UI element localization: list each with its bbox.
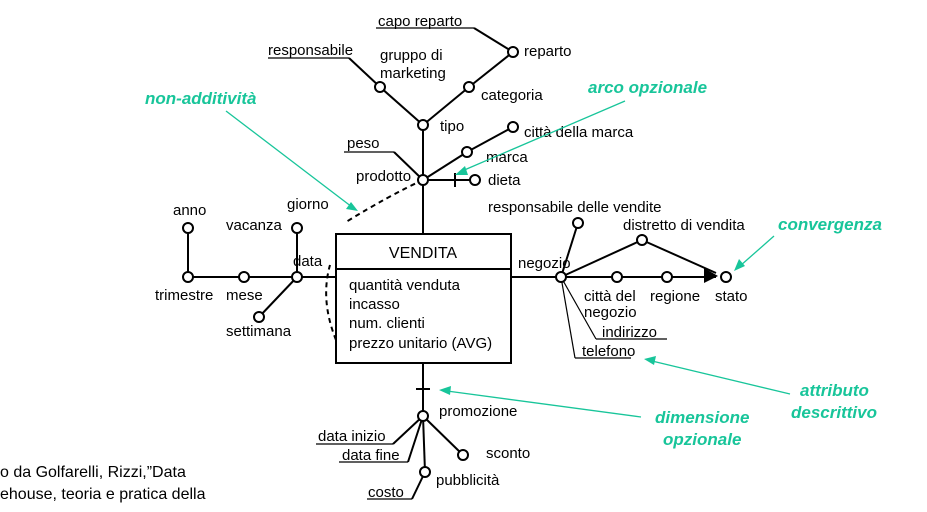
label-trimestre: trimestre bbox=[155, 287, 213, 304]
node-prodotto bbox=[417, 174, 429, 186]
label-telefono: telefono bbox=[582, 343, 635, 360]
node-tipo bbox=[417, 119, 429, 131]
node-citta-marca bbox=[507, 121, 519, 133]
label-marca: marca bbox=[486, 149, 528, 166]
node-promozione bbox=[417, 410, 429, 422]
label-dieta: dieta bbox=[488, 172, 521, 189]
label-capo-reparto: capo reparto bbox=[378, 13, 462, 30]
label-mese: mese bbox=[226, 287, 263, 304]
node-regione bbox=[661, 271, 673, 283]
label-gruppo-1: gruppo di bbox=[380, 47, 443, 64]
label-anno: anno bbox=[173, 202, 206, 219]
label-indirizzo: indirizzo bbox=[602, 324, 657, 341]
annotations: non-additività arco opzionale convergenz… bbox=[145, 78, 882, 449]
label-responsabile: responsabile bbox=[268, 42, 353, 59]
node-sconto bbox=[457, 449, 469, 461]
label-responsabile-vendite: responsabile delle vendite bbox=[488, 199, 661, 216]
node-mese bbox=[238, 271, 250, 283]
label-negozio: negozio bbox=[518, 255, 571, 272]
label-costo: costo bbox=[368, 484, 404, 501]
annotation-arco-opzionale: arco opzionale bbox=[588, 78, 707, 97]
label-citta-del: città del bbox=[584, 288, 636, 305]
node-negozio bbox=[555, 271, 567, 283]
node-distretto-vendita bbox=[636, 234, 648, 246]
fact-box-vendita: VENDITA quantità venduta incasso num. cl… bbox=[335, 233, 512, 364]
annotation-convergenza: convergenza bbox=[778, 215, 882, 234]
node-citta bbox=[611, 271, 623, 283]
annotation-non-additivita: non-additività bbox=[145, 89, 256, 108]
node-vacanza bbox=[291, 222, 303, 234]
label-settimana: settimana bbox=[226, 323, 292, 340]
label-peso: peso bbox=[347, 135, 380, 152]
label-distretto-vendita: distretto di vendita bbox=[623, 217, 745, 234]
label-stato: stato bbox=[715, 288, 748, 305]
annotation-attributo-2: descrittivo bbox=[791, 403, 877, 422]
node-pubblicita bbox=[419, 466, 431, 478]
node-dieta bbox=[469, 174, 481, 186]
label-pubblicita: pubblicità bbox=[436, 472, 500, 489]
annotation-dimensione-1: dimensione bbox=[655, 408, 749, 427]
label-prodotto: prodotto bbox=[356, 168, 411, 185]
measure-num-clienti: num. clienti bbox=[349, 315, 425, 332]
product-hierarchy: capo reparto reparto responsabile gruppo… bbox=[268, 13, 634, 341]
label-citta-marca: città della marca bbox=[524, 124, 634, 141]
annotation-dimensione-2: opzionale bbox=[663, 430, 741, 449]
label-negozio-descr: negozio bbox=[584, 304, 637, 321]
label-data-inizio: data inizio bbox=[318, 428, 386, 445]
node-data bbox=[291, 271, 303, 283]
promotion-hierarchy: promozione data inizio data fine sconto … bbox=[316, 363, 530, 501]
node-trimestre bbox=[182, 271, 194, 283]
label-regione: regione bbox=[650, 288, 700, 305]
node-stato bbox=[720, 271, 732, 283]
node-categoria bbox=[463, 81, 475, 93]
label-reparto: reparto bbox=[524, 43, 572, 60]
label-gruppo-2: marketing bbox=[380, 65, 446, 82]
measure-incasso: incasso bbox=[349, 296, 400, 313]
source-citation: o da Golfarelli, Rizzi,”Data ehouse, teo… bbox=[0, 462, 205, 506]
source-line-2: ehouse, teoria e pratica della bbox=[0, 486, 206, 503]
date-hierarchy: anno giorno vacanza data trimestre mese … bbox=[155, 196, 336, 340]
label-data: data bbox=[293, 253, 323, 270]
measure-prezzo-unitario: prezzo unitario (AVG) bbox=[349, 335, 492, 352]
node-responsabile-vendite bbox=[572, 217, 584, 229]
fact-name: VENDITA bbox=[389, 245, 457, 262]
node-anno bbox=[182, 222, 194, 234]
label-data-fine: data fine bbox=[342, 447, 400, 464]
label-vacanza: vacanza bbox=[226, 217, 283, 234]
node-reparto bbox=[507, 46, 519, 58]
store-hierarchy: responsabile delle vendite distretto di … bbox=[488, 199, 748, 360]
annotation-attributo-1: attributo bbox=[800, 381, 869, 400]
node-marca bbox=[461, 146, 473, 158]
source-line-1: o da Golfarelli, Rizzi,”Data bbox=[0, 464, 186, 481]
measure-quantita: quantità venduta bbox=[349, 277, 461, 294]
node-gruppo-marketing bbox=[374, 81, 386, 93]
label-promozione: promozione bbox=[439, 403, 517, 420]
label-sconto: sconto bbox=[486, 445, 530, 462]
label-tipo: tipo bbox=[440, 118, 464, 135]
node-settimana bbox=[253, 311, 265, 323]
label-categoria: categoria bbox=[481, 87, 543, 104]
label-giorno: giorno bbox=[287, 196, 329, 213]
